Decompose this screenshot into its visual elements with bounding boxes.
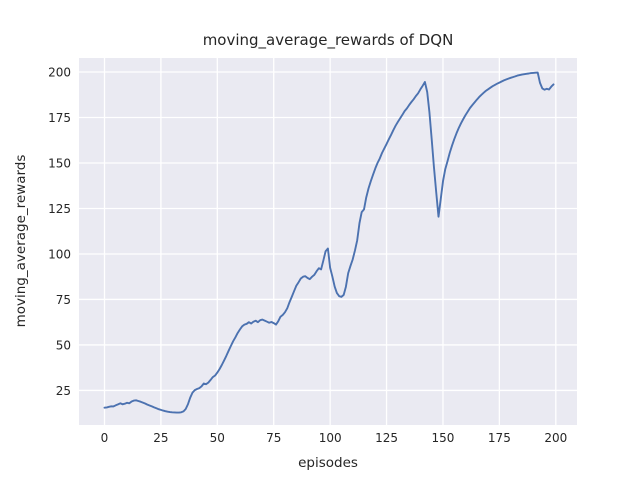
y-tick-label: 175 xyxy=(48,111,71,125)
x-axis-label: episodes xyxy=(298,455,358,471)
y-tick-label: 125 xyxy=(48,202,71,216)
x-tick-label: 150 xyxy=(432,431,455,445)
x-tick-label: 25 xyxy=(153,431,168,445)
x-tick-label: 0 xyxy=(101,431,109,445)
x-tick-label: 175 xyxy=(488,431,511,445)
data-line xyxy=(103,71,555,414)
y-tick-label: 200 xyxy=(48,66,71,80)
y-tick-label: 50 xyxy=(56,338,71,352)
x-tick-label: 100 xyxy=(319,431,342,445)
x-tick-label: 200 xyxy=(544,431,567,445)
y-tick-label: 75 xyxy=(56,293,71,307)
y-tick-label: 150 xyxy=(48,156,71,170)
chart-title: moving_average_rewards of DQN xyxy=(202,31,454,49)
y-tick-label: 100 xyxy=(48,247,71,261)
x-tick-label: 75 xyxy=(266,431,281,445)
x-tick-label: 50 xyxy=(210,431,225,445)
plot-background xyxy=(79,58,577,425)
y-axis-label: moving_average_rewards xyxy=(13,154,29,328)
x-tick-label: 125 xyxy=(375,431,398,445)
y-tick-label: 25 xyxy=(56,384,71,398)
